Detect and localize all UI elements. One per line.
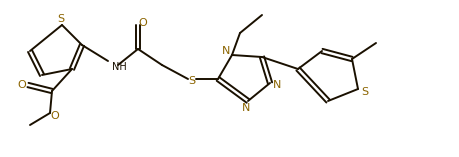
Text: N: N bbox=[221, 46, 230, 56]
Text: NH: NH bbox=[112, 62, 127, 72]
Text: S: S bbox=[361, 87, 368, 97]
Text: O: O bbox=[138, 18, 147, 28]
Text: O: O bbox=[17, 80, 26, 90]
Text: S: S bbox=[57, 14, 64, 24]
Text: N: N bbox=[241, 103, 250, 113]
Text: O: O bbox=[50, 111, 59, 121]
Text: S: S bbox=[188, 76, 195, 86]
Text: N: N bbox=[272, 80, 280, 90]
